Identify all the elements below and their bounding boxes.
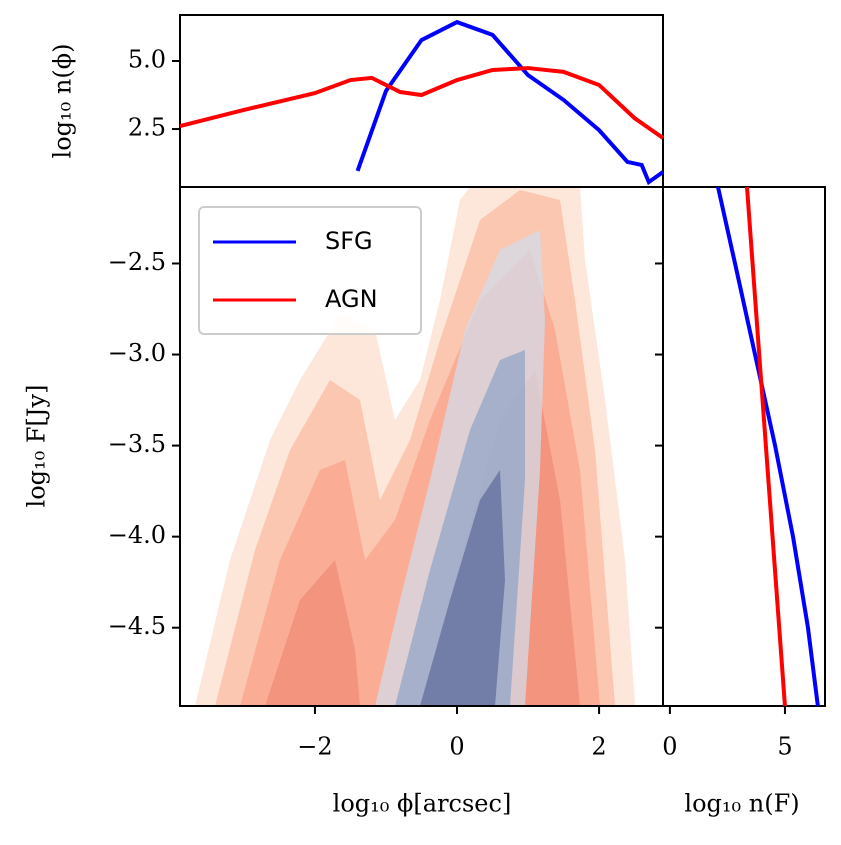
series-line xyxy=(716,186,820,707)
y-axis-label: log₁₀ F[Jy] xyxy=(23,385,51,508)
right-frame xyxy=(662,186,826,707)
x-tick-label: 0 xyxy=(449,733,464,761)
y-tick-label: 2.5 xyxy=(128,114,166,142)
sfg-contour xyxy=(420,470,505,706)
y-tick-label: −4.0 xyxy=(108,521,166,549)
legend-label: SFG xyxy=(325,227,373,255)
series-line xyxy=(744,186,787,707)
y-tick-label: 5.0 xyxy=(128,45,166,73)
legend xyxy=(198,206,422,335)
x-tick-label: 5 xyxy=(777,733,792,761)
series-line xyxy=(355,19,665,186)
x-axis-label: log₁₀ n(F) xyxy=(684,790,799,818)
x-tick-label: −2 xyxy=(297,733,332,761)
y-tick-label: −3.0 xyxy=(108,339,166,367)
x-axis-label: log₁₀ ϕ[arcsec] xyxy=(333,790,512,818)
legend-label: AGN xyxy=(325,285,378,313)
series-line xyxy=(179,66,665,140)
y-tick-label: −4.5 xyxy=(108,612,166,640)
y-tick-label: −2.5 xyxy=(108,248,166,276)
y-tick-label: −3.5 xyxy=(108,430,166,458)
x-tick-label: 2 xyxy=(591,733,606,761)
density-contours xyxy=(195,187,635,706)
y-axis-label: log₁₀ n(ϕ) xyxy=(49,44,77,159)
top-frame xyxy=(179,14,664,188)
x-tick-label: 0 xyxy=(662,733,677,761)
